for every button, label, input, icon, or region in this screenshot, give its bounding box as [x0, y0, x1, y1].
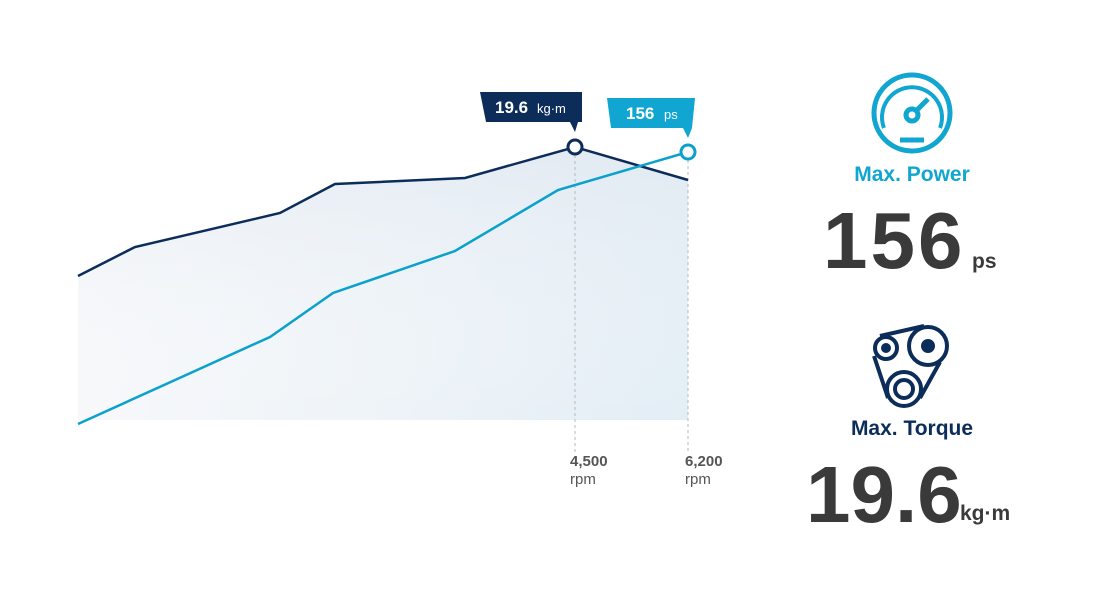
power-callout [607, 98, 695, 138]
power-point [679, 143, 697, 161]
stat-value: 19.6 [806, 450, 962, 539]
speedometer-icon [871, 72, 953, 154]
rpm-value: 4,500 [570, 453, 608, 470]
rpm-unit: rpm [685, 471, 711, 488]
callout-value: 156 [626, 104, 654, 123]
stat-label: Max. Torque [851, 417, 973, 440]
rpm-unit: rpm [570, 471, 596, 488]
stat-unit: ps [972, 250, 997, 273]
torque-point [566, 138, 584, 156]
callout-unit: kg·m [537, 101, 566, 116]
torque-callout [480, 92, 582, 132]
chart: 19.6 kg·m 156 ps 4,500 rpm 6,200 rpm [77, 92, 723, 488]
stat-unit: kg·m [960, 502, 1010, 525]
power-line [77, 150, 689, 426]
callout-value: 19.6 [495, 98, 528, 117]
stat-label: Max. Power [854, 163, 970, 186]
area-fade [78, 147, 688, 420]
stat-value: 156 [823, 196, 965, 285]
callout-unit: ps [664, 107, 678, 122]
rpm-value: 6,200 [685, 453, 723, 470]
belt-icon [872, 324, 949, 408]
